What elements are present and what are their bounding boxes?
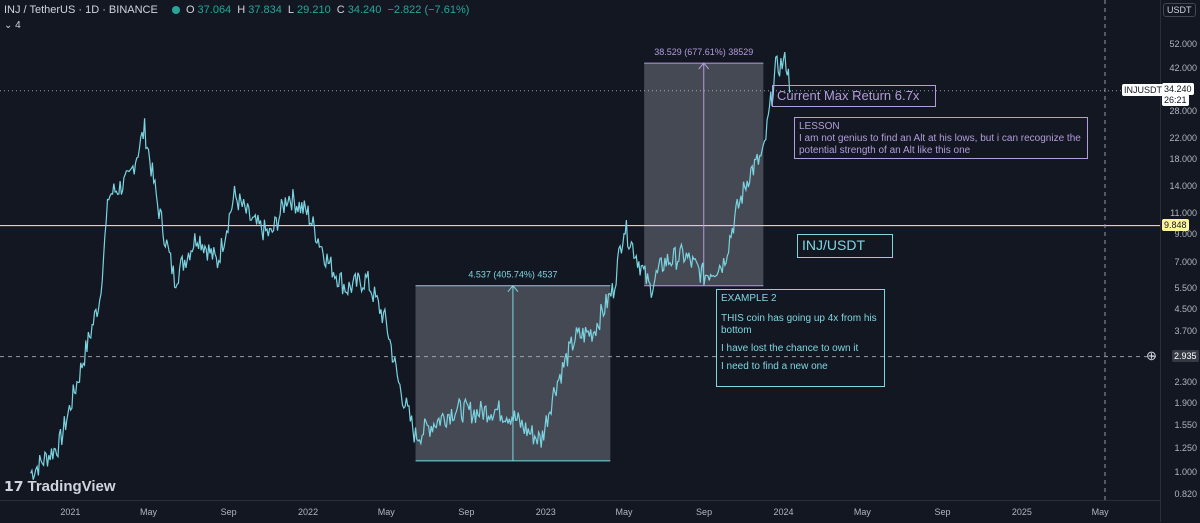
horizontal-line-price-tag: 9.848 xyxy=(1162,218,1189,231)
time-tick-label: 2025 xyxy=(1011,507,1032,517)
chart-area[interactable]: 4.537 (405.74%) 4537 38.529 (677.61%) 385… xyxy=(0,0,1160,500)
crosshair-price-tag: 2.935 xyxy=(1172,349,1199,362)
example-title: EXAMPLE 2 xyxy=(721,293,777,304)
time-tick-label: Sep xyxy=(696,507,713,517)
price-tick-label: 7.000 xyxy=(1174,256,1197,267)
change-value: −2.822 (−7.61%) xyxy=(387,4,470,16)
low-value: 29.210 xyxy=(297,4,331,16)
lesson-text: I am not genius to find an Alt at his lo… xyxy=(799,133,1081,156)
time-tick-label: May xyxy=(377,507,395,517)
high-label: H xyxy=(237,4,246,16)
example-line-1: THIS coin has going up 4x from his botto… xyxy=(721,313,877,336)
symbol-title[interactable]: INJ / TetherUS · 1D · BINANCE xyxy=(4,4,158,16)
price-chart[interactable]: 4.537 (405.74%) 4537 38.529 (677.61%) 385… xyxy=(0,0,1160,500)
bar-countdown-tag: 26:21 xyxy=(1162,93,1189,106)
time-tick-label: May xyxy=(1091,507,1109,517)
price-tick-label: 1.000 xyxy=(1174,467,1197,478)
close-label: C xyxy=(336,4,345,16)
time-axis[interactable]: 2021 May Sep 2022 May Sep 2023 May Sep 2024 May Sep… xyxy=(0,500,1160,523)
example-line-2: I have lost the chance to own it xyxy=(721,343,859,354)
price-tick-label: 2.300 xyxy=(1174,376,1197,387)
time-tick-label: Sep xyxy=(220,507,237,517)
time-tick-label: 2021 xyxy=(60,507,81,517)
time-tick-label: Sep xyxy=(458,507,475,517)
time-tick-label: May xyxy=(615,507,633,517)
measure-arrowhead-2 xyxy=(698,62,710,70)
price-tick-label: 18.000 xyxy=(1169,154,1197,165)
measure-label-2: 38.529 (677.61%) 38529 xyxy=(654,47,753,57)
high-value: 37.834 xyxy=(248,4,282,16)
price-tick-label: 1.900 xyxy=(1174,397,1197,408)
example-note[interactable]: EXAMPLE 2 THIS coin has going up 4x from… xyxy=(716,289,885,387)
price-tick-label: 1.250 xyxy=(1174,442,1197,453)
price-tick-label: 28.000 xyxy=(1169,106,1197,117)
lesson-title: LESSON xyxy=(799,121,840,132)
example-line-3: I need to find a new one xyxy=(721,361,828,372)
price-tick-label: 3.700 xyxy=(1174,325,1197,336)
pair-label[interactable]: INJ/USDT xyxy=(797,234,893,258)
tradingview-logo-icon: 𝟭𝟳 xyxy=(4,478,24,494)
close-value: 34.240 xyxy=(347,4,382,16)
time-tick-label: May xyxy=(139,507,158,517)
indicators-collapse-toggle[interactable]: ⌄ 4 xyxy=(4,20,21,31)
price-tick-label: 14.000 xyxy=(1169,181,1197,192)
price-tick-label: 22.000 xyxy=(1169,132,1197,143)
open-value: 37.064 xyxy=(197,4,232,16)
price-axis[interactable]: 52.000 42.000 28.000 22.000 18.000 14.000 11.0… xyxy=(1160,0,1200,522)
price-tick-label: 5.500 xyxy=(1174,282,1197,293)
symbol-price-tag: INJUSDT xyxy=(1122,83,1164,96)
tradingview-logo-text: TradingView xyxy=(27,478,116,495)
measure-label-1: 4.537 (405.74%) 4537 xyxy=(468,270,557,280)
time-tick-label: 2024 xyxy=(773,507,794,517)
time-tick-label: 2022 xyxy=(298,507,319,517)
price-tick-label: 1.550 xyxy=(1174,419,1197,430)
measure-arrowhead-1 xyxy=(507,284,519,293)
time-tick-label: 2023 xyxy=(535,507,556,517)
max-return-label[interactable]: Current Max Return 6.7x xyxy=(772,85,936,107)
price-tick-label: 52.000 xyxy=(1169,39,1197,50)
add-alert-plus-icon[interactable]: ⊕ xyxy=(1146,347,1157,363)
tradingview-logo[interactable]: 𝟭𝟳 TradingView xyxy=(4,478,116,495)
open-label: O xyxy=(185,4,195,16)
currency-button[interactable]: USDT xyxy=(1163,3,1196,17)
price-tick-label: 9.000 xyxy=(1174,229,1197,240)
time-tick-label: Sep xyxy=(934,507,951,517)
time-tick-label: May xyxy=(853,507,871,517)
last-price-tag: 34.240 xyxy=(1162,82,1194,95)
market-status-dot xyxy=(171,6,180,15)
low-label: L xyxy=(287,4,295,16)
price-tick-label: 11.000 xyxy=(1170,207,1197,218)
price-series-line xyxy=(30,51,792,480)
lesson-note[interactable]: LESSON I am not genius to find an Alt at… xyxy=(794,117,1088,159)
price-tick-label: 4.500 xyxy=(1174,304,1197,315)
price-tick-label: 0.820 xyxy=(1174,488,1197,499)
price-tick-label: 42.000 xyxy=(1169,62,1197,73)
